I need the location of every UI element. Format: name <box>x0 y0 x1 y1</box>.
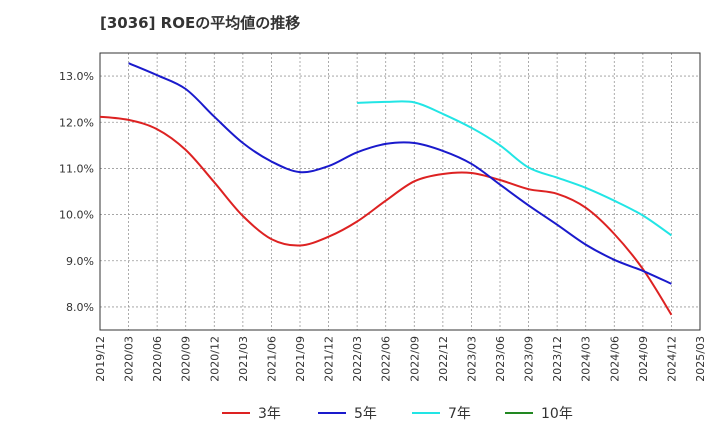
x-tick-label: 2021/03 <box>237 336 250 382</box>
series-line-3 <box>357 100 672 237</box>
x-tick-label: 2021/09 <box>294 336 307 382</box>
x-tick-label: 2022/03 <box>351 336 364 382</box>
grid-lines <box>100 53 700 330</box>
x-tick-label: 2023/03 <box>465 336 478 382</box>
chart-title: [3036] ROEの平均値の推移 <box>100 14 301 32</box>
y-tick-label: 12.0% <box>59 116 94 129</box>
x-tick-label: 2022/06 <box>380 336 393 382</box>
series-lines <box>99 62 673 316</box>
x-tick-label: 2025/03 <box>694 336 707 382</box>
y-tick-label: 11.0% <box>59 162 94 175</box>
legend-label: 7年 <box>448 406 471 422</box>
x-tick-label: 2024/03 <box>580 336 593 382</box>
x-tick-label: 2024/09 <box>637 336 650 382</box>
x-tick-label: 2020/06 <box>151 336 164 382</box>
y-tick-label: 8.0% <box>66 301 94 314</box>
series-line-1 <box>99 115 673 316</box>
legend: 3年 5年 7年 10年 <box>222 406 573 422</box>
x-axis-ticks: 2019/12 2020/03 2020/06 2020/09 2020/12 2021/… <box>94 336 707 382</box>
x-tick-label: 2023/06 <box>494 336 507 382</box>
plot-frame <box>99 52 701 331</box>
x-tick-label: 2022/12 <box>437 336 450 382</box>
y-tick-label: 13.0% <box>59 70 94 83</box>
legend-label: 5年 <box>354 406 377 422</box>
y-tick-label: 10.0% <box>59 209 94 222</box>
x-tick-label: 2023/09 <box>523 336 536 382</box>
x-tick-label: 2021/06 <box>265 336 278 382</box>
x-tick-label: 2024/12 <box>665 336 678 382</box>
legend-label: 10年 <box>541 406 573 422</box>
x-tick-label: 2020/09 <box>180 336 193 382</box>
x-tick-label: 2020/12 <box>208 336 221 382</box>
x-tick-label: 2021/12 <box>323 336 336 382</box>
legend-label: 3年 <box>258 406 281 422</box>
y-axis-ticks: 8.0% 9.0% 10.0% 11.0% 12.0% 13.0% <box>59 70 94 314</box>
y-tick-label: 9.0% <box>66 255 94 268</box>
x-tick-label: 2019/12 <box>94 336 107 382</box>
series-line-2 <box>128 62 672 285</box>
x-tick-label: 2023/12 <box>551 336 564 382</box>
x-tick-label: 2020/03 <box>123 336 136 382</box>
x-tick-label: 2022/09 <box>408 336 421 382</box>
x-tick-label: 2024/06 <box>608 336 621 382</box>
